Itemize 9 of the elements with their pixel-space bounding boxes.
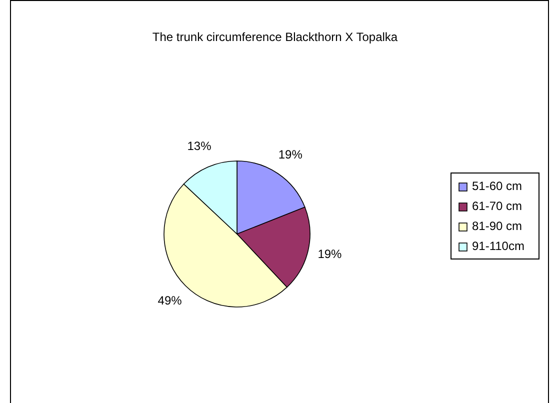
- legend-label: 51-60 cm: [472, 179, 522, 194]
- legend-label: 81-90 cm: [472, 219, 522, 234]
- data-label: 13%: [187, 138, 212, 153]
- data-label: 49%: [158, 293, 182, 308]
- chart-title: The trunk circumference Blackthorn X Topalka: [152, 30, 398, 44]
- data-label: 19%: [318, 246, 342, 261]
- data-label: 19%: [278, 148, 303, 162]
- legend-label: 91-110cm: [472, 239, 524, 254]
- legend-label: 61-70 cm: [472, 199, 522, 214]
